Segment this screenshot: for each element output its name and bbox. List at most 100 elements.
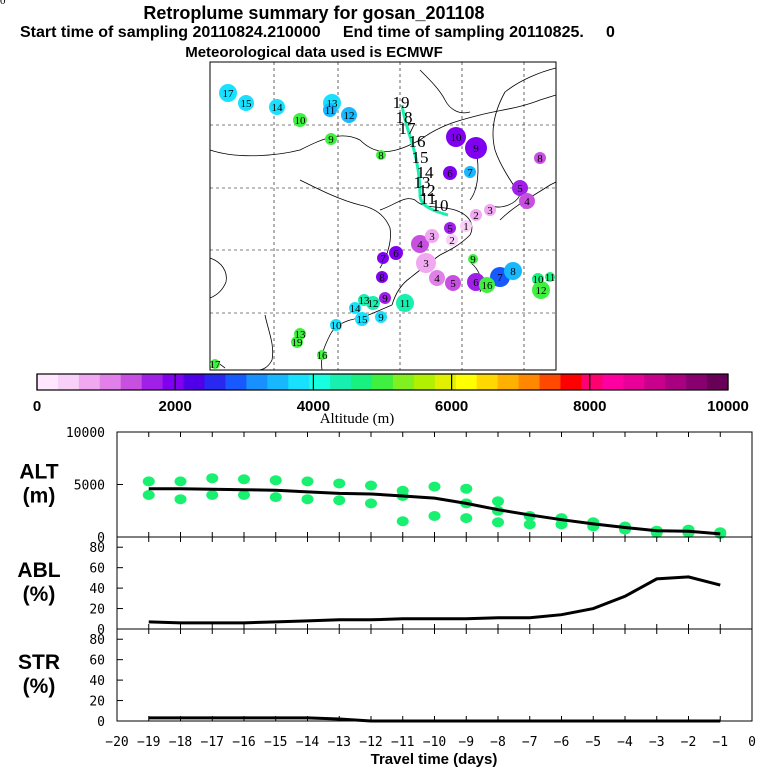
- plume-dot: [446, 127, 466, 147]
- plume-dot: [468, 254, 478, 264]
- map-label: 8: [378, 150, 384, 162]
- alt-dot: [555, 519, 568, 530]
- trajectory-path: [400, 104, 449, 217]
- plume-dot: [545, 272, 555, 282]
- alt-dot: [428, 481, 441, 492]
- map-label: 7: [497, 272, 503, 284]
- plume-dot: [323, 103, 337, 117]
- alt-dot: [333, 478, 346, 489]
- plume-dot: [355, 312, 369, 326]
- y-tick-label: 20: [89, 695, 105, 710]
- panel-frame: [116, 628, 753, 722]
- map-label: 19: [292, 337, 304, 349]
- x-tick-label: −18: [169, 735, 192, 750]
- plume-dot: [238, 95, 254, 111]
- colorbar-swatch: [665, 374, 687, 390]
- y-tick-label: 20: [89, 603, 105, 618]
- colorbar-swatch: [162, 374, 185, 390]
- x-tick-label: −14: [296, 735, 320, 750]
- x-tick-label: −7: [522, 735, 538, 750]
- colorbar-swatch: [413, 374, 436, 390]
- colorbar-swatch: [183, 374, 206, 390]
- map-label: 12: [344, 110, 355, 122]
- plume-dot: [376, 150, 386, 160]
- map-label: 14: [417, 163, 435, 182]
- colorbar-tick-label: 0: [33, 398, 41, 415]
- plume-dot: [341, 107, 357, 123]
- x-tick-label: −15: [264, 735, 287, 750]
- colorbar-swatch: [686, 374, 708, 390]
- colorbar-swatch: [246, 374, 268, 390]
- map-label: 9: [473, 143, 479, 155]
- map-label: 12: [419, 181, 436, 200]
- x-tick-label: −11: [391, 735, 414, 750]
- map-label: 5: [450, 278, 456, 290]
- series-line: [148, 487, 721, 536]
- met-data-line: Meteorological data used is ECMWF: [185, 44, 443, 61]
- map-grid: [210, 62, 556, 370]
- x-tick-label: −1: [712, 735, 728, 750]
- plume-dot: [504, 262, 522, 280]
- alt-dot: [269, 475, 282, 486]
- map-label: 13: [295, 329, 307, 341]
- map-label: 3: [429, 231, 435, 243]
- colorbar-swatch: [57, 374, 80, 390]
- map-label: 16: [409, 132, 426, 151]
- x-tick-label: −9: [458, 735, 474, 750]
- map-label: 7: [467, 167, 473, 179]
- colorbar-swatch: [372, 374, 394, 390]
- colorbar-swatch: [581, 374, 603, 390]
- plume-dots: [210, 84, 555, 369]
- map-label: 13: [414, 173, 431, 192]
- alt-dot: [301, 494, 314, 505]
- alt-dot: [206, 490, 219, 500]
- sampling-times: Start time of sampling 20110824.210000 E…: [20, 24, 615, 41]
- alt-dot: [365, 498, 377, 509]
- map-label: 1: [463, 221, 469, 233]
- map-label: 11: [400, 298, 411, 310]
- colorbar-swatch: [225, 374, 247, 390]
- x-tick-label: −3: [649, 735, 665, 750]
- map-label: 10: [451, 132, 463, 144]
- series-line: [148, 716, 721, 723]
- alt-dot: [301, 476, 314, 487]
- colorbar-tick-label: 6000: [435, 398, 468, 415]
- map-label: 4: [434, 273, 440, 285]
- map-label: 3: [487, 205, 493, 217]
- colorbar-swatch: [309, 374, 331, 390]
- plume-dot: [429, 270, 445, 286]
- alt-dot: [238, 474, 250, 485]
- plume-dot: [532, 281, 550, 299]
- map-label: 11: [325, 105, 336, 117]
- y-tick-label: 0: [97, 623, 105, 638]
- colorbar-swatch: [392, 374, 415, 390]
- map-label: 19: [393, 93, 410, 112]
- y-tick-label: 0: [97, 531, 105, 546]
- plume-dot: [389, 246, 403, 260]
- alt-dot: [492, 517, 504, 528]
- map-label: 8: [510, 266, 516, 278]
- map-label: 8: [379, 272, 385, 284]
- map-label: 10: [0, 0, 6, 7]
- map-label: 16: [482, 280, 494, 292]
- colorbar-swatch: [539, 374, 561, 390]
- alt-dot: [492, 496, 504, 507]
- plume-dot: [416, 253, 436, 273]
- map-label: 10: [533, 274, 545, 286]
- plume-dot: [293, 113, 307, 127]
- y-axis-label: (%): [23, 675, 56, 698]
- colorbar-tick-label: 4000: [297, 398, 330, 415]
- map-label: 4: [417, 239, 423, 251]
- panel-alt: 0 5000 10000 ALT(m): [19, 426, 753, 546]
- colorbar-swatch: [623, 374, 645, 390]
- x-tick-label: −19: [137, 735, 160, 750]
- y-tick-label: 40: [89, 674, 105, 689]
- y-axis-label: (m): [23, 485, 56, 508]
- plume-dot: [210, 359, 220, 369]
- colorbar-tick-label: 2000: [159, 398, 192, 415]
- alt-dot: [523, 519, 536, 530]
- colorbar-swatch: [455, 374, 478, 390]
- plume-dot: [425, 229, 439, 243]
